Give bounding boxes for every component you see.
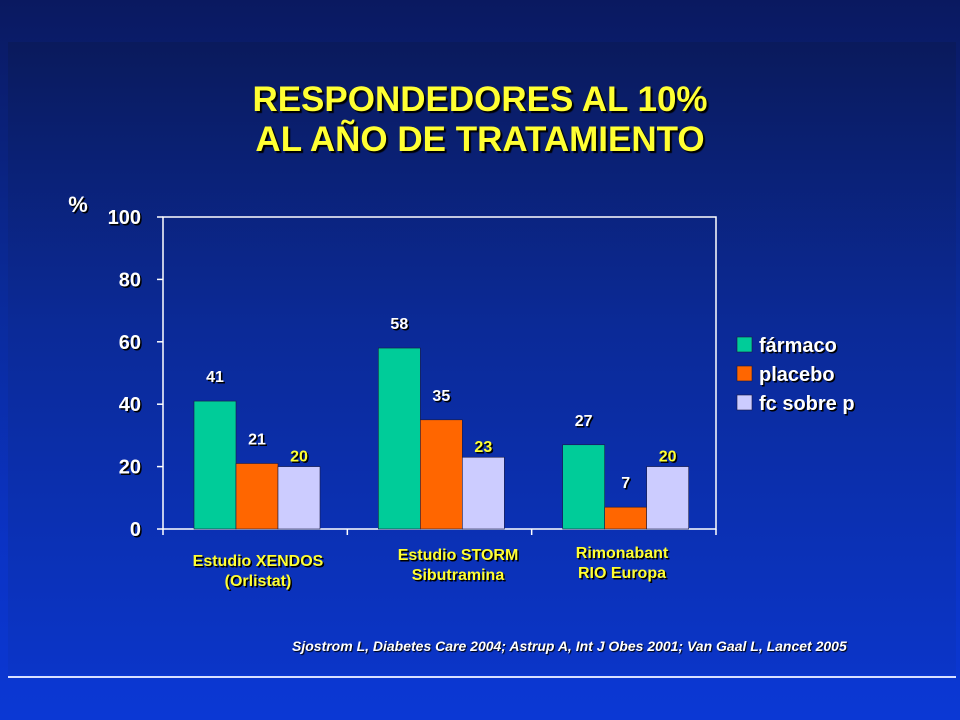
slide-panel (8, 42, 956, 674)
category-label: Sibutramina (412, 567, 505, 584)
legend-label: fármaco (759, 335, 837, 357)
bar-value-label-shadow: 58 (392, 318, 410, 335)
y-tick-label: 80 (119, 269, 141, 291)
bar-value-label-shadow: 41 (208, 371, 226, 388)
bar (420, 419, 463, 530)
y-tick-label: 100 (108, 207, 141, 229)
y-tick-label-shadow: 40 (120, 396, 142, 418)
y-tick-label-shadow: 20 (120, 458, 142, 480)
bar-value-label: 58 (390, 316, 408, 333)
y-tick-label-shadow: 0 (131, 521, 142, 543)
category-label: Estudio STORM (398, 547, 519, 564)
category-label-shadow: (Orlistat) (226, 575, 293, 592)
legend-label: fc sobre p (759, 393, 855, 415)
bottom-divider (8, 676, 956, 678)
citation: Sjostrom L, Diabetes Care 2004; Astrup A… (292, 638, 847, 654)
category-label-shadow: Estudio STORM (399, 549, 520, 566)
bar (193, 400, 237, 530)
category-label: (Orlistat) (225, 573, 292, 590)
y-tick-label: 60 (119, 332, 141, 354)
bar-value-label-shadow: 35 (434, 389, 452, 406)
y-tick-label: 0 (130, 519, 141, 541)
bar-value-label-shadow: 27 (576, 414, 594, 431)
category-label: RIO Europa (578, 565, 666, 582)
legend-swatch (736, 394, 753, 411)
bar-value-label-shadow: 23 (476, 441, 494, 458)
y-tick-label-shadow: 60 (120, 333, 142, 355)
legend-label-shadow: fc sobre p (761, 395, 857, 417)
bar-value-label: 27 (575, 413, 593, 430)
title-line-1: RESPONDEDORES AL 10% (252, 80, 708, 119)
legend-label-shadow: fármaco (761, 337, 839, 359)
title-line-2: AL AÑO DE TRATAMIENTO (255, 120, 705, 159)
y-tick-label-shadow: 100 (109, 209, 142, 231)
y-tick-label: 40 (119, 394, 141, 416)
bar-value-label: 20 (659, 449, 677, 466)
bar (462, 456, 505, 530)
y-axis-label: % (68, 192, 88, 217)
bar (604, 506, 647, 530)
y-axis-label-shadow: % (70, 194, 90, 219)
legend-label: placebo (759, 364, 835, 386)
bar (277, 466, 321, 530)
bar-value-label: 21 (248, 431, 266, 448)
legend-swatch (736, 336, 753, 353)
bar (235, 463, 279, 530)
bar (646, 466, 689, 530)
y-tick-label: 20 (119, 457, 141, 479)
bar-value-label-shadow: 20 (660, 450, 678, 467)
bar-value-label: 7 (621, 475, 630, 492)
bar (378, 347, 421, 530)
category-label-shadow: Rimonabant (577, 547, 670, 564)
bar-value-label: 23 (474, 439, 492, 456)
y-tick-label-shadow: 80 (120, 271, 142, 293)
legend-label-shadow: placebo (761, 366, 837, 388)
bar-value-label: 35 (432, 388, 450, 405)
bar-value-label-shadow: 21 (250, 433, 268, 450)
bar-value-label-shadow: 7 (623, 477, 632, 494)
category-label: Estudio XENDOS (193, 553, 324, 570)
bar-value-label-shadow: 20 (292, 450, 310, 467)
bar-value-label: 20 (290, 449, 308, 466)
category-label-shadow: RIO Europa (579, 567, 667, 584)
bar-value-label: 41 (206, 369, 224, 386)
category-label: Rimonabant (576, 545, 669, 562)
bar (562, 444, 605, 530)
category-label-shadow: Sibutramina (413, 569, 506, 586)
slide-title: RESPONDEDORES AL 10% AL AÑO DE TRATAMIEN… (0, 80, 960, 160)
category-label-shadow: Estudio XENDOS (194, 555, 325, 572)
legend-swatch (736, 365, 753, 382)
